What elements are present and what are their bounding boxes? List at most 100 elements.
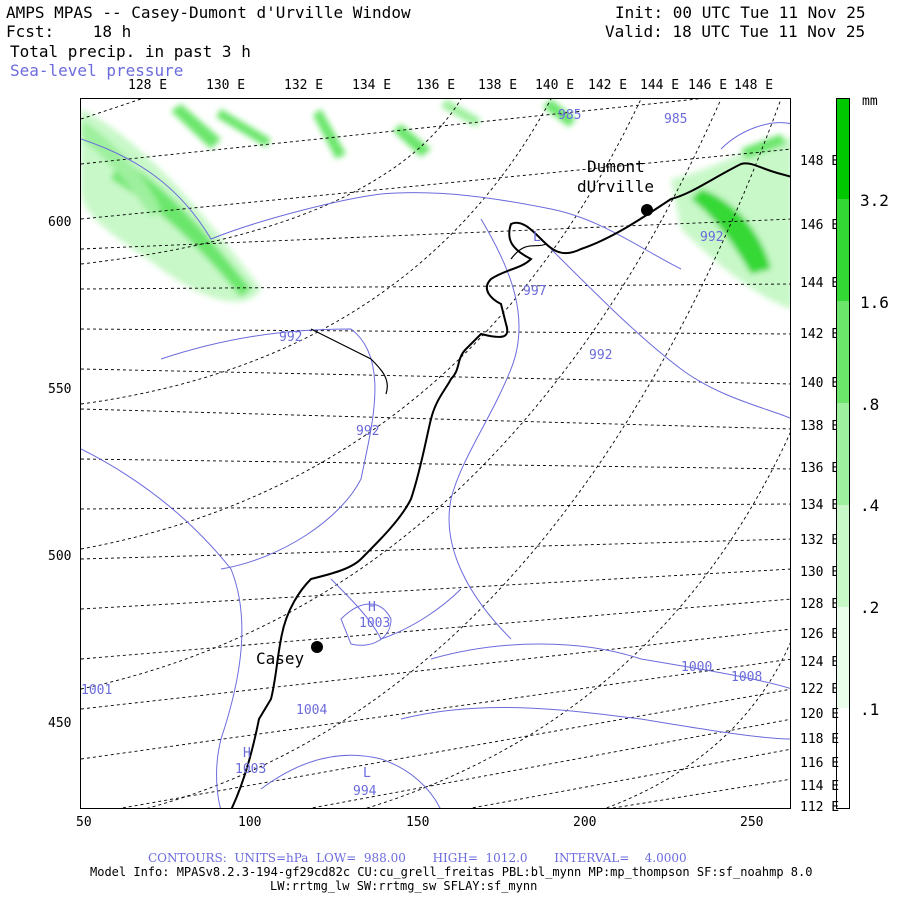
map-canvas [81, 99, 790, 808]
right-lon-label: 112 E [800, 800, 840, 815]
colorbar-level: .4 [860, 496, 880, 515]
right-lon-label: 128 E [800, 597, 840, 612]
colorbar-segment [837, 301, 849, 403]
contour-label: L [533, 230, 541, 245]
contour-label: 1003 [359, 616, 391, 631]
station-dot-dumont [641, 204, 653, 216]
right-lon-label: 136 E [800, 461, 840, 476]
colorbar-level: .1 [860, 700, 880, 719]
top-lon-label: 130 E [206, 78, 246, 93]
top-lon-label: 142 E [588, 78, 628, 93]
y-axis-label: 500 [48, 549, 72, 564]
right-lon-label: 144 E [800, 276, 840, 291]
coastline [230, 162, 790, 808]
isobar [81, 448, 243, 808]
top-lon-label: 134 E [352, 78, 392, 93]
colorbar-segment [837, 505, 849, 607]
contour-label: 985 [558, 108, 582, 123]
top-lon-label: 148 E [734, 78, 774, 93]
right-lon-label: 138 E [800, 419, 840, 434]
top-lon-label: 138 E [478, 78, 518, 93]
field-name: Total precip. in past 3 h [10, 42, 251, 61]
colorbar-segment [837, 199, 849, 301]
right-lon-label: 122 E [800, 682, 840, 697]
contour-label: L [363, 766, 371, 781]
precip-band-north [313, 109, 346, 159]
contour-label: 985 [664, 112, 688, 127]
right-lon-label: 134 E [800, 498, 840, 513]
y-axis-label: 550 [48, 382, 72, 397]
station-label-dumont-2: dUrville [577, 177, 655, 196]
model-info-2: LW:rrtmg_lw SW:rrtmg_sw SFLAY:sf_mynn [270, 879, 538, 893]
latitude-circle [81, 99, 722, 690]
colorbar-segment [837, 99, 849, 199]
y-axis-label: 450 [48, 716, 72, 731]
right-lon-label: 146 E [800, 218, 840, 233]
x-axis-label: 150 [406, 815, 430, 830]
isobar [260, 754, 441, 808]
isobar [160, 328, 376, 570]
isobar [330, 578, 462, 640]
precip-band-east [543, 99, 576, 127]
x-axis-label: 250 [740, 815, 764, 830]
right-lon-label: 148 E [800, 154, 840, 169]
colorbar-segment [837, 403, 849, 505]
y-axis-label: 600 [48, 215, 72, 230]
x-axis-label: 50 [76, 815, 92, 830]
contour-label: 992 [589, 348, 613, 363]
latlon-grid [81, 99, 790, 808]
latitude-circle [81, 99, 462, 265]
init-time: Init: 00 UTC Tue 11 Nov 25 [615, 3, 866, 22]
latitude-circle [365, 432, 790, 808]
isobar [340, 603, 392, 646]
contour-label: 994 [353, 784, 377, 799]
colorbar-level: 1.6 [860, 293, 889, 312]
top-lon-label: 136 E [416, 78, 456, 93]
contour-label: 1003 [235, 762, 267, 777]
precip-band-northwest [81, 119, 161, 217]
contour-label: 997 [523, 284, 547, 299]
precip-band-north [216, 109, 271, 147]
station-dot-casey [311, 641, 323, 653]
overlay-name: Sea-level pressure [10, 61, 184, 80]
station-label-dumont: Dumont [587, 157, 645, 176]
latitude-circle [146, 99, 782, 808]
contour-label: 1008 [731, 670, 763, 685]
contour-info: CONTOURS: UNITS=hPa LOW= 988.00 HIGH= 10… [148, 851, 687, 865]
top-lon-label: 144 E [640, 78, 680, 93]
right-lon-label: 120 E [800, 707, 840, 722]
precip-band-north [441, 99, 481, 127]
isobar [720, 122, 790, 150]
contour-label: 1001 [81, 683, 113, 698]
model-info: Model Info: MPASv8.2.3-194-gf29cd82c CU:… [90, 865, 813, 879]
contour-label: H [243, 746, 251, 761]
valid-time: Valid: 18 UTC Tue 11 Nov 25 [605, 22, 866, 41]
precip-colorbar [836, 98, 850, 809]
contour-label: 992 [279, 330, 303, 345]
precipitation-field [81, 99, 790, 309]
forecast-hour: Fcst: 18 h [6, 22, 132, 41]
top-lon-label: 132 E [284, 78, 324, 93]
precip-band-north [393, 124, 431, 157]
top-lon-label: 140 E [535, 78, 575, 93]
right-lon-label: 116 E [800, 756, 840, 771]
colorbar-level: 3.2 [860, 191, 889, 210]
colorbar-level: .8 [860, 395, 880, 414]
right-lon-label: 124 E [800, 655, 840, 670]
right-lon-label: 130 E [800, 565, 840, 580]
colorbar-level: .2 [860, 598, 880, 617]
colorbar-unit: mm [862, 94, 878, 109]
right-lon-label: 142 E [800, 327, 840, 342]
map-panel[interactable]: Dumont dUrville Casey 985 985 992 992 99… [80, 98, 791, 809]
contour-label: 1004 [296, 703, 328, 718]
isobar [550, 248, 790, 419]
right-lon-label: 118 E [800, 732, 840, 747]
isobar [430, 643, 790, 689]
map-title: AMPS MPAS -- Casey-Dumont d'Urville Wind… [6, 3, 411, 22]
pressure-contours [81, 122, 790, 808]
right-lon-label: 126 E [800, 627, 840, 642]
right-lon-label: 132 E [800, 533, 840, 548]
contour-label: H [368, 600, 376, 615]
latitude-circle [81, 99, 642, 550]
contour-label: 992 [700, 230, 724, 245]
